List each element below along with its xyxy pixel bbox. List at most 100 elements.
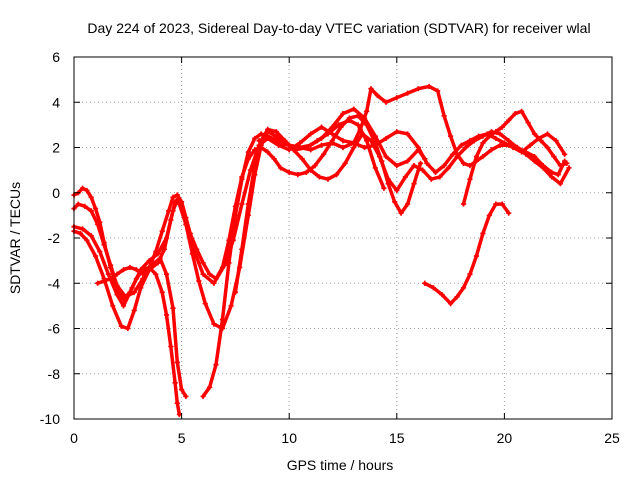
data-point — [179, 199, 185, 205]
data-point — [333, 172, 340, 178]
data-point — [189, 251, 195, 257]
data-point — [146, 264, 152, 271]
data-point — [275, 138, 282, 144]
data-point — [460, 160, 467, 166]
data-point — [538, 138, 544, 144]
data-point — [439, 291, 445, 298]
data-point — [430, 285, 436, 291]
x-axis-label: GPS time / hours — [287, 457, 394, 473]
data-point — [82, 203, 88, 209]
data-point — [170, 194, 176, 200]
data-point — [383, 135, 389, 142]
data-point — [460, 285, 467, 291]
data-point — [359, 131, 365, 137]
data-point — [501, 140, 507, 146]
series-track-4 — [71, 185, 183, 418]
data-point — [75, 201, 81, 207]
data-point — [271, 156, 277, 162]
data-point — [394, 95, 400, 101]
data-point — [340, 144, 346, 151]
data-point — [404, 131, 411, 137]
data-point — [308, 131, 314, 137]
data-point — [404, 158, 411, 164]
data-point — [187, 230, 193, 237]
data-point — [219, 316, 226, 323]
data-point — [549, 174, 555, 180]
data-point — [486, 133, 492, 139]
data-point — [118, 323, 124, 329]
data-point — [392, 199, 398, 205]
data-point — [383, 153, 389, 160]
data-point — [422, 280, 428, 286]
data-point — [417, 160, 424, 166]
data-point — [351, 140, 357, 146]
data-point — [458, 142, 464, 148]
data-point — [368, 138, 374, 144]
data-point — [499, 124, 505, 130]
data-point — [467, 138, 473, 144]
chart-title: Day 224 of 2023, Sidereal Day-to-day VTE… — [87, 20, 590, 36]
data-point — [329, 140, 335, 146]
data-point — [364, 108, 370, 114]
data-point — [239, 176, 245, 182]
data-point — [88, 233, 94, 239]
data-point — [159, 228, 165, 234]
data-point — [245, 201, 251, 207]
data-point — [420, 167, 426, 173]
x-tick-label: 5 — [178, 430, 186, 446]
data-point — [385, 176, 391, 182]
y-tick-label: -4 — [48, 275, 61, 291]
data-point — [340, 110, 346, 117]
data-point — [346, 115, 353, 121]
data-point — [486, 212, 492, 218]
data-point — [404, 201, 411, 207]
data-point — [252, 147, 258, 153]
data-point — [316, 174, 322, 180]
data-point — [95, 280, 101, 286]
data-point — [351, 106, 357, 112]
data-point — [435, 88, 441, 94]
data-point — [473, 153, 480, 160]
data-point — [286, 169, 292, 175]
data-point — [475, 133, 482, 139]
data-point — [467, 271, 473, 277]
data-point — [183, 215, 189, 221]
data-point — [544, 131, 551, 137]
data-point — [170, 305, 176, 311]
data-point — [295, 172, 301, 178]
data-point — [312, 163, 318, 169]
y-tick-label: 4 — [52, 94, 60, 110]
data-point — [454, 294, 460, 300]
data-point — [355, 122, 361, 128]
data-point — [252, 135, 258, 142]
data-point — [531, 158, 538, 164]
data-point — [325, 176, 331, 182]
data-point — [437, 174, 443, 180]
data-point — [194, 246, 200, 252]
data-point — [84, 187, 90, 194]
data-point — [394, 163, 400, 169]
data-point — [402, 174, 409, 180]
series-track-10 — [460, 108, 570, 207]
data-point — [140, 276, 146, 282]
data-point — [540, 165, 546, 171]
data-point — [114, 285, 120, 291]
data-point — [553, 138, 559, 144]
data-point — [493, 201, 499, 207]
data-point — [480, 230, 486, 237]
data-point — [394, 129, 400, 135]
data-point — [488, 147, 495, 153]
data-point — [531, 131, 538, 137]
axis-tick-labels: 0 5 10 15 20 25 -10 -8 -6 -4 -2 0 2 4 6 — [40, 49, 620, 446]
data-point — [200, 271, 206, 277]
data-point — [525, 120, 531, 126]
data-point — [411, 163, 417, 169]
data-point — [174, 359, 180, 366]
data-point — [297, 140, 303, 146]
data-point — [297, 144, 303, 151]
data-point — [84, 237, 90, 243]
data-point — [174, 400, 180, 406]
data-point — [299, 156, 305, 162]
data-point — [467, 163, 473, 169]
